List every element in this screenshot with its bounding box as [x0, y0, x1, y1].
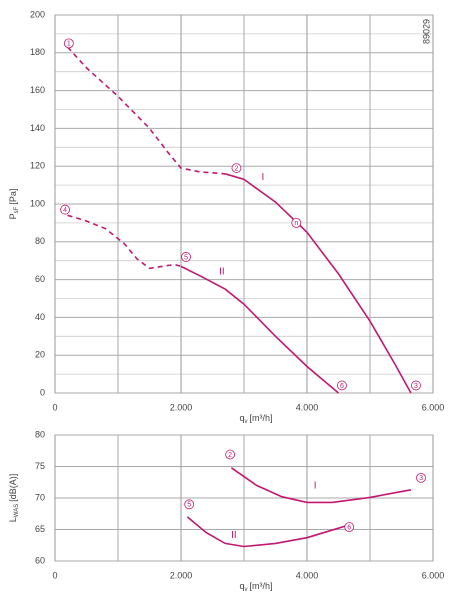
- point-marker: [231, 163, 242, 173]
- curve: [180, 265, 340, 394]
- point-label: 2: [234, 165, 238, 172]
- curve-label: I: [262, 172, 265, 183]
- y-tick-label: 80: [35, 236, 45, 246]
- y-tick-label: 70: [35, 492, 45, 502]
- x-label-sub: v: [245, 587, 248, 593]
- y-label-main: P: [8, 213, 18, 219]
- x-axis-label: qv [m³/h]: [239, 413, 272, 424]
- y-tick-label: 60: [35, 274, 45, 284]
- y-label-sub: WAS: [14, 504, 20, 517]
- point-label: 6: [347, 524, 351, 531]
- point-marker: [344, 522, 355, 532]
- y-tick-label: 120: [30, 161, 45, 171]
- x-label-sub: v: [245, 419, 248, 425]
- point-label: 6: [340, 383, 344, 390]
- y-tick-label: 80: [35, 429, 45, 439]
- x-tick-label: 2.000: [170, 402, 193, 412]
- y-axis-label: LWAS [dB(A)]: [8, 474, 19, 522]
- point-marker: [225, 449, 236, 460]
- y-tick-label: 100: [30, 198, 45, 208]
- x-tick-label: 0: [52, 402, 57, 412]
- point-marker: [184, 499, 195, 510]
- x-label-unit: [m³/h]: [250, 413, 273, 423]
- point-label: 3: [414, 383, 418, 390]
- curve: [186, 516, 349, 548]
- point-marker: [63, 38, 74, 49]
- y-label-main: L: [8, 517, 18, 522]
- y-tick-label: 0: [40, 387, 45, 397]
- y-axis-label: PsF[Pa]: [8, 189, 19, 220]
- point-label: 5: [184, 254, 188, 261]
- y-tick-label: 65: [35, 524, 45, 534]
- x-label-main: q: [239, 581, 244, 591]
- curve-label: II: [219, 267, 225, 278]
- curve: [67, 214, 182, 270]
- point-label: 3: [419, 475, 423, 482]
- point-label: n: [294, 220, 298, 227]
- point-label: 1: [67, 41, 71, 48]
- point-marker: [181, 252, 191, 262]
- x-tick-label: 6.000: [422, 570, 445, 580]
- point-marker: [416, 472, 426, 483]
- y-label-unit: [dB(A)]: [8, 474, 18, 502]
- point-label: 5: [187, 502, 191, 509]
- curve: [224, 173, 412, 394]
- y-tick-label: 160: [30, 85, 45, 95]
- y-tick-label: 200: [30, 9, 45, 19]
- id-label: 89029: [421, 19, 431, 44]
- point-marker: [291, 217, 302, 228]
- y-tick-label: 180: [30, 47, 45, 57]
- y-tick-label: 60: [35, 555, 45, 565]
- x-tick-label: 4.000: [296, 402, 319, 412]
- y-label-sub: sF: [14, 206, 20, 213]
- x-tick-label: 0: [52, 570, 57, 580]
- curve: [67, 46, 226, 175]
- x-tick-label: 2.000: [170, 570, 193, 580]
- point-label: 4: [63, 207, 67, 214]
- point-marker: [337, 380, 347, 391]
- y-tick-label: 40: [35, 312, 45, 322]
- x-tick-label: 4.000: [296, 570, 319, 580]
- y-tick-label: 75: [35, 461, 45, 471]
- y-label-unit: [Pa]: [8, 189, 18, 205]
- curve-label: II: [231, 530, 237, 541]
- curve: [230, 467, 412, 504]
- x-tick-label: 6.000: [422, 402, 445, 412]
- point-marker: [60, 204, 70, 215]
- point-marker: [411, 380, 421, 391]
- y-tick-label: 20: [35, 350, 45, 360]
- point-label: 2: [228, 452, 232, 459]
- x-axis-label: qv [m³/h]: [239, 581, 272, 592]
- y-tick-label: 140: [30, 123, 45, 133]
- curve-label: I: [314, 481, 317, 492]
- x-label-main: q: [239, 413, 244, 423]
- x-label-unit: [m³/h]: [250, 581, 273, 591]
